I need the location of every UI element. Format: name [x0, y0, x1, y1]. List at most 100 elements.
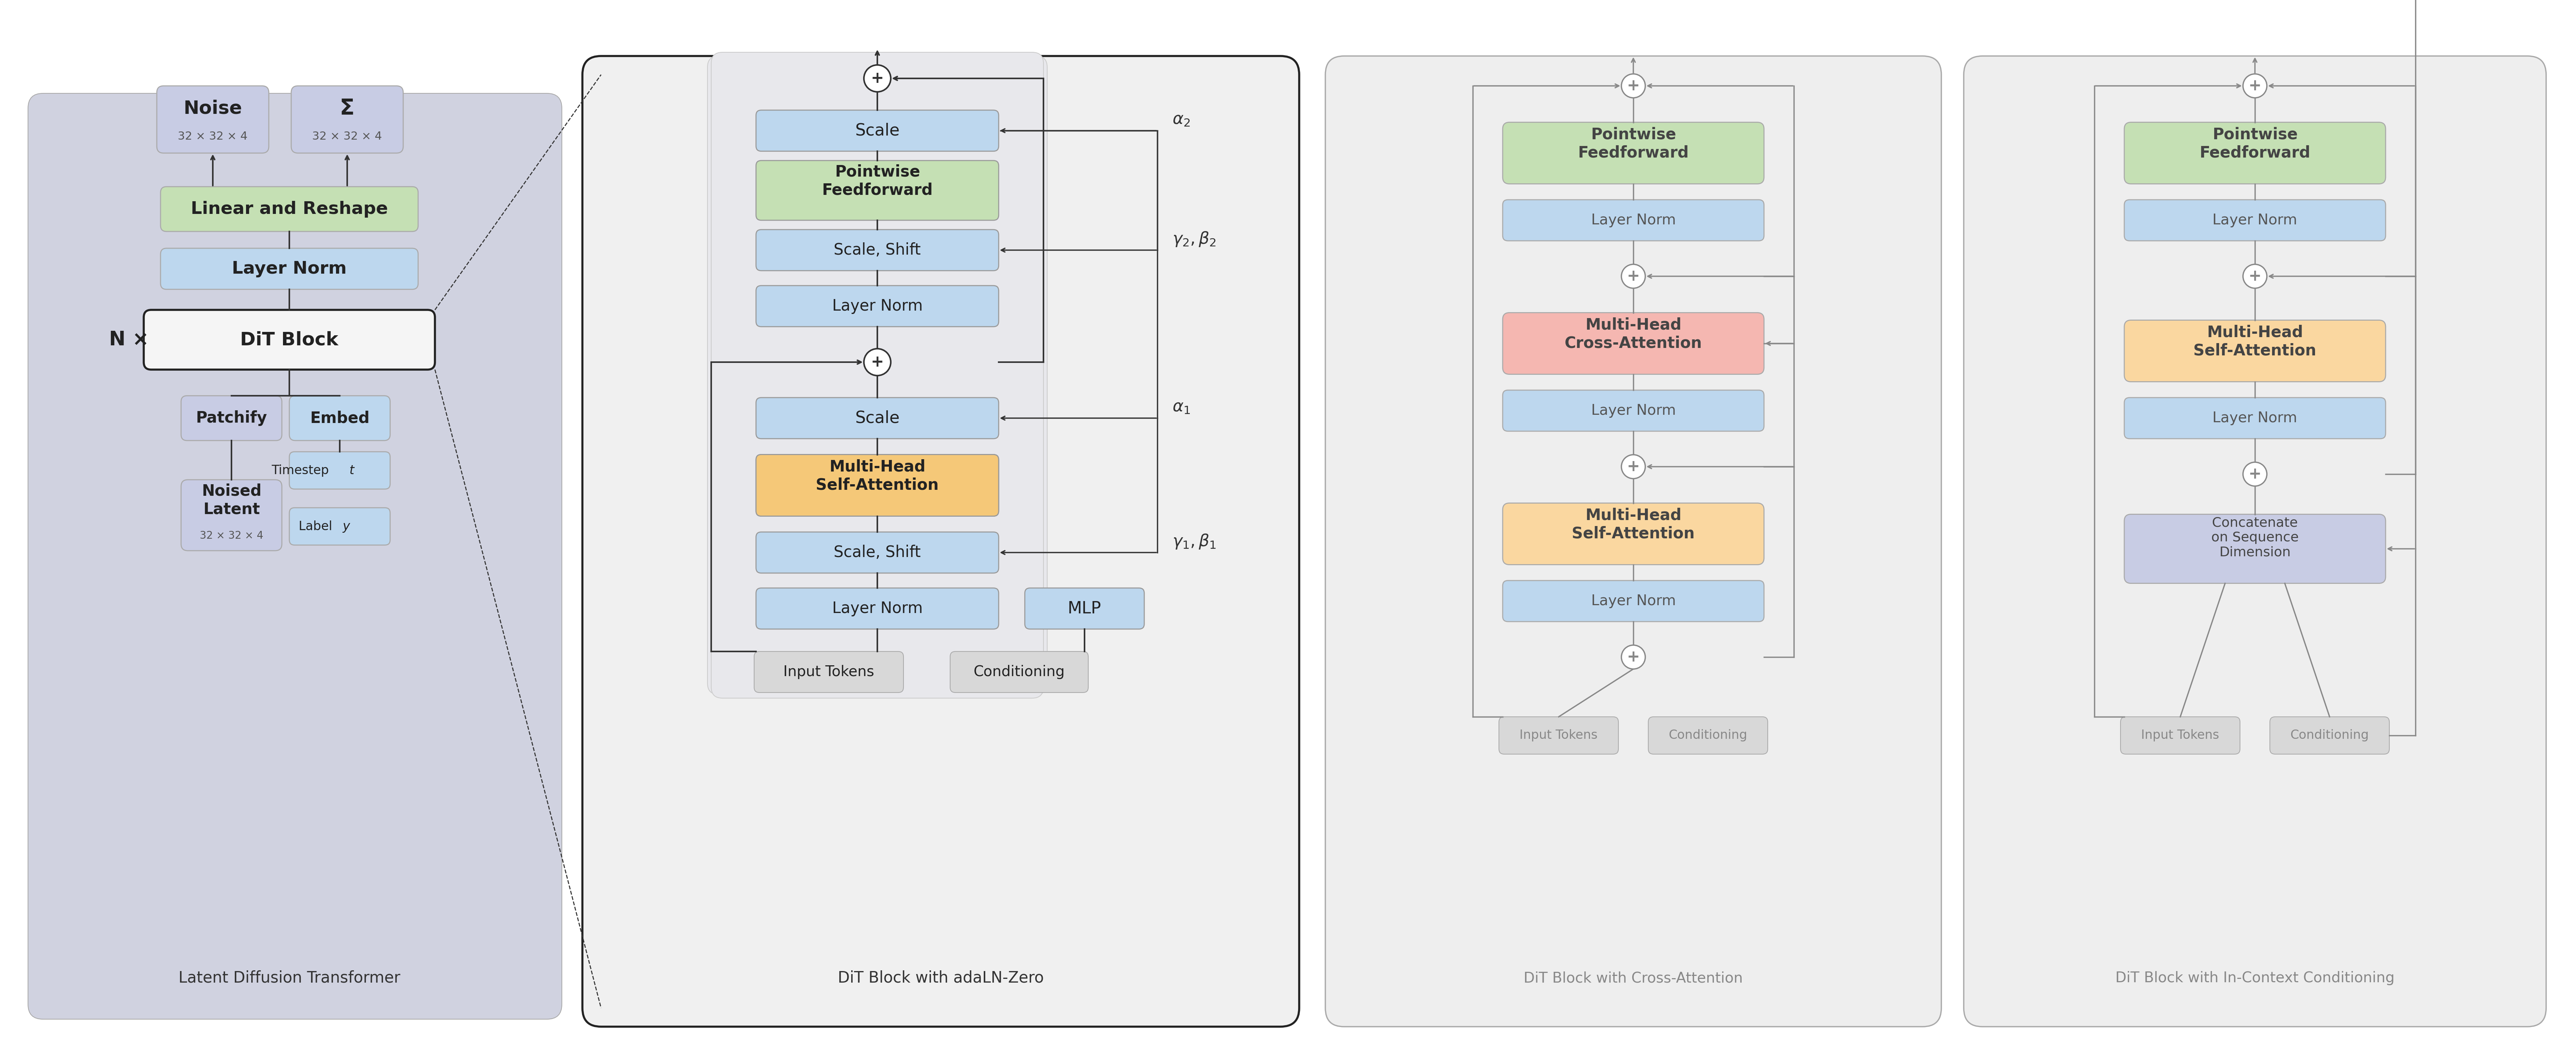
FancyBboxPatch shape — [755, 532, 999, 573]
Text: Input Tokens: Input Tokens — [783, 665, 873, 679]
Text: Label: Label — [299, 520, 335, 533]
Text: Scale, Shift: Scale, Shift — [835, 243, 920, 257]
Text: DiT Block with In-Context Conditioning: DiT Block with In-Context Conditioning — [2115, 971, 2396, 985]
Text: Timestep: Timestep — [270, 464, 332, 477]
Text: Layer Norm: Layer Norm — [2213, 411, 2298, 426]
Text: Layer Norm: Layer Norm — [1592, 403, 1677, 418]
FancyBboxPatch shape — [1502, 390, 1765, 431]
FancyBboxPatch shape — [1502, 581, 1765, 621]
FancyBboxPatch shape — [755, 111, 999, 151]
Text: N ×: N × — [108, 330, 149, 349]
Circle shape — [2244, 73, 2267, 98]
Text: Pointwise
Feedforward: Pointwise Feedforward — [1579, 127, 1690, 161]
Text: $\alpha_1$: $\alpha_1$ — [1172, 399, 1190, 415]
FancyBboxPatch shape — [2125, 122, 2385, 184]
FancyBboxPatch shape — [1502, 313, 1765, 375]
FancyBboxPatch shape — [2125, 320, 2385, 382]
Text: Pointwise
Feedforward: Pointwise Feedforward — [822, 164, 933, 198]
Text: +: + — [2249, 78, 2262, 94]
Text: +: + — [1628, 459, 1641, 475]
FancyBboxPatch shape — [755, 588, 999, 629]
Text: Layer Norm: Layer Norm — [1592, 213, 1677, 228]
Text: Scale, Shift: Scale, Shift — [835, 545, 920, 561]
FancyBboxPatch shape — [160, 186, 417, 232]
Text: $\gamma_1,\beta_1$: $\gamma_1,\beta_1$ — [1172, 533, 1216, 550]
FancyBboxPatch shape — [2125, 514, 2385, 583]
FancyBboxPatch shape — [2120, 717, 2241, 754]
Text: 32 × 32 × 4: 32 × 32 × 4 — [201, 531, 263, 541]
Circle shape — [1620, 645, 1646, 669]
Text: +: + — [1628, 649, 1641, 665]
Circle shape — [1620, 454, 1646, 479]
Text: +: + — [2249, 268, 2262, 284]
FancyBboxPatch shape — [144, 310, 435, 369]
Circle shape — [1620, 264, 1646, 288]
FancyBboxPatch shape — [755, 230, 999, 270]
Text: Layer Norm: Layer Norm — [832, 601, 922, 616]
FancyBboxPatch shape — [708, 56, 1048, 695]
Circle shape — [1620, 73, 1646, 98]
Text: Noised
Latent: Noised Latent — [201, 483, 260, 517]
Text: Multi-Head
Cross-Attention: Multi-Head Cross-Attention — [1564, 317, 1703, 351]
FancyBboxPatch shape — [1963, 56, 2545, 1027]
Text: Latent Diffusion Transformer: Latent Diffusion Transformer — [178, 970, 399, 986]
FancyBboxPatch shape — [1324, 56, 1942, 1027]
FancyBboxPatch shape — [1502, 503, 1765, 565]
Text: 32 × 32 × 4: 32 × 32 × 4 — [312, 131, 381, 142]
Text: Scale: Scale — [855, 410, 899, 427]
Text: +: + — [1628, 268, 1641, 284]
FancyBboxPatch shape — [582, 56, 1298, 1027]
Circle shape — [2244, 462, 2267, 486]
Circle shape — [863, 65, 891, 92]
Text: y: y — [343, 520, 350, 533]
FancyBboxPatch shape — [755, 161, 999, 220]
FancyBboxPatch shape — [755, 285, 999, 327]
Text: Conditioning: Conditioning — [974, 665, 1064, 679]
Text: Scale: Scale — [855, 122, 899, 138]
Text: Patchify: Patchify — [196, 411, 268, 426]
Text: Pointwise
Feedforward: Pointwise Feedforward — [2200, 127, 2311, 161]
Text: DiT Block with Cross-Attention: DiT Block with Cross-Attention — [1525, 971, 1744, 985]
Text: Layer Norm: Layer Norm — [2213, 213, 2298, 228]
Text: Input Tokens: Input Tokens — [1520, 729, 1597, 742]
FancyBboxPatch shape — [755, 398, 999, 438]
FancyBboxPatch shape — [2125, 398, 2385, 438]
FancyBboxPatch shape — [755, 454, 999, 516]
Text: Layer Norm: Layer Norm — [1592, 594, 1677, 609]
FancyBboxPatch shape — [1502, 200, 1765, 240]
FancyBboxPatch shape — [289, 396, 389, 440]
Text: Layer Norm: Layer Norm — [232, 261, 348, 278]
FancyBboxPatch shape — [2269, 717, 2391, 754]
FancyBboxPatch shape — [755, 454, 999, 516]
Text: +: + — [871, 70, 884, 86]
Text: Embed: Embed — [309, 411, 368, 426]
Text: $\gamma_2,\beta_2$: $\gamma_2,\beta_2$ — [1172, 230, 1216, 248]
Text: t: t — [350, 464, 353, 477]
FancyBboxPatch shape — [2125, 200, 2385, 240]
Text: Linear and Reshape: Linear and Reshape — [191, 201, 389, 217]
FancyBboxPatch shape — [289, 452, 389, 489]
Text: DiT Block: DiT Block — [240, 331, 337, 349]
FancyBboxPatch shape — [291, 86, 404, 153]
FancyBboxPatch shape — [1502, 122, 1765, 184]
FancyBboxPatch shape — [755, 651, 904, 693]
Text: Conditioning: Conditioning — [1669, 729, 1747, 742]
FancyBboxPatch shape — [1499, 717, 1618, 754]
Text: Multi-Head
Self-Attention: Multi-Head Self-Attention — [817, 459, 938, 493]
FancyBboxPatch shape — [711, 52, 1043, 698]
FancyBboxPatch shape — [1649, 717, 1767, 754]
Text: Noise: Noise — [183, 99, 242, 117]
FancyBboxPatch shape — [289, 508, 389, 545]
Text: MLP: MLP — [1066, 600, 1103, 616]
FancyBboxPatch shape — [160, 248, 417, 289]
Text: Multi-Head
Self-Attention: Multi-Head Self-Attention — [2195, 325, 2316, 359]
FancyBboxPatch shape — [157, 86, 268, 153]
FancyBboxPatch shape — [1025, 588, 1144, 629]
Text: Input Tokens: Input Tokens — [2141, 729, 2221, 742]
Circle shape — [863, 349, 891, 376]
FancyBboxPatch shape — [180, 480, 281, 551]
Text: 32 × 32 × 4: 32 × 32 × 4 — [178, 131, 247, 142]
Text: +: + — [1628, 78, 1641, 94]
Text: Layer Norm: Layer Norm — [832, 298, 922, 314]
Text: Multi-Head
Self-Attention: Multi-Head Self-Attention — [1571, 508, 1695, 542]
